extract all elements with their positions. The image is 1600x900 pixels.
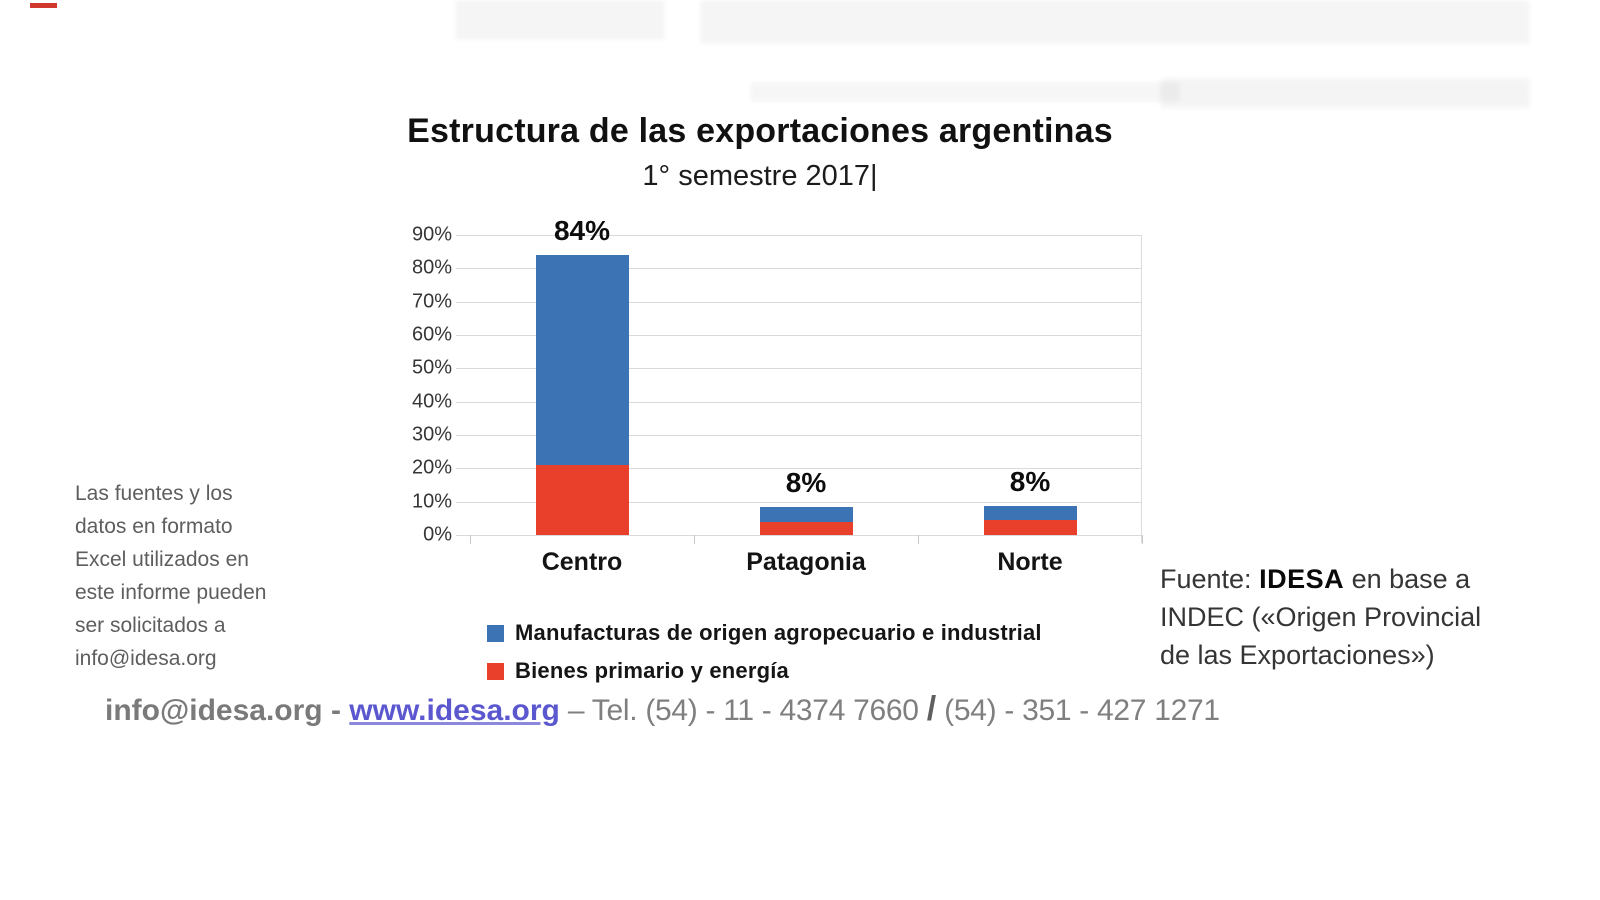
legend-label: Manufacturas de origen agropecuario e in…	[515, 620, 1042, 645]
y-tick-label: 80%	[411, 256, 452, 279]
y-tick-label: 50%	[411, 356, 452, 379]
y-tick-label: 60%	[411, 323, 452, 346]
y-tick-label: 90%	[411, 223, 452, 246]
bar-segment	[759, 521, 853, 535]
ghost-artifact	[750, 82, 1180, 102]
bar-segment	[983, 505, 1077, 520]
y-tick-label: 10%	[411, 490, 452, 513]
chart-subtitle: 1° semestre 2017|	[642, 160, 878, 192]
side-note: Las fuentes y los datos en formato Excel u…	[75, 477, 325, 675]
y-tick-label: 30%	[411, 423, 452, 446]
bar-value-label: 8%	[1009, 465, 1051, 497]
x-axis-tick	[918, 535, 919, 544]
x-category-label: Patagonia	[746, 548, 866, 576]
legend-item: Manufacturas de origen agropecuario e in…	[487, 614, 1042, 652]
gridline	[456, 535, 1142, 536]
footer: info@idesa.org - www.idesa.org – Tel. (5…	[105, 690, 1555, 729]
text-cursor: |	[870, 160, 878, 192]
plot-area: 84% 8% 8%	[456, 215, 1143, 544]
legend-swatch-icon	[487, 624, 504, 642]
footer-tel-2: (54) - 351 - 427 1271	[936, 694, 1220, 727]
ghost-artifact	[1160, 78, 1530, 108]
bar-segment	[983, 520, 1077, 535]
source-prefix: Fuente:	[1160, 564, 1260, 594]
gridline	[456, 501, 1142, 503]
x-axis: Centro Patagonia Norte	[470, 548, 1142, 582]
y-axis: 0% 10% 20% 30% 40% 50% 60% 70% 80% 90%	[380, 224, 452, 546]
ghost-artifact	[455, 0, 665, 40]
chart-title: Estructura de las exportaciones argentin…	[407, 112, 1113, 150]
gridline	[456, 468, 1142, 470]
side-note-line: Excel utilizados en	[75, 548, 249, 571]
chart-legend: Manufacturas de origen agropecuario e in…	[487, 614, 1042, 690]
bar-norte	[983, 505, 1077, 535]
bar-centro	[535, 255, 629, 535]
bar-segment	[759, 506, 853, 522]
x-category-label: Norte	[997, 548, 1063, 576]
gridline	[456, 401, 1142, 403]
footer-slash: /	[926, 690, 937, 728]
y-tick-label: 40%	[411, 390, 452, 413]
gridline	[456, 268, 1142, 270]
footer-separator: -	[322, 694, 350, 727]
bar-segment	[535, 255, 629, 465]
source-note: Fuente: IDESA en base a INDEC («Origen P…	[1160, 560, 1512, 674]
plot-right-border	[1141, 235, 1142, 543]
side-note-line: ser solicitados a	[75, 614, 226, 637]
gridline	[456, 301, 1142, 303]
x-category-label: Centro	[541, 548, 623, 576]
footer-tel-1: – Tel. (54) - 11 - 4374 7660	[559, 694, 927, 727]
y-tick-label: 20%	[411, 456, 452, 479]
legend-swatch-icon	[487, 662, 504, 680]
source-suffix: en base a INDEC («Origen Provincial de l…	[1160, 564, 1482, 670]
bar-patagonia	[759, 506, 853, 535]
red-marker	[30, 3, 57, 8]
side-note-line: datos en formato	[75, 515, 233, 538]
x-axis-tick	[1142, 535, 1143, 544]
x-axis-tick	[470, 535, 471, 544]
footer-website-link[interactable]: www.idesa.org	[349, 694, 560, 727]
footer-email: info@idesa.org	[105, 694, 323, 727]
gridline	[456, 368, 1142, 370]
gridline	[456, 435, 1142, 436]
side-note-line: Las fuentes y los	[75, 482, 233, 505]
x-axis-tick	[694, 535, 695, 544]
side-note-line: info@idesa.org	[75, 647, 217, 670]
y-tick-label: 70%	[411, 290, 452, 313]
gridline	[456, 335, 1142, 336]
bar-segment	[535, 465, 629, 535]
y-tick-label: 0%	[423, 523, 452, 546]
bar-value-label: 8%	[785, 466, 827, 498]
side-note-line: este informe pueden	[75, 581, 267, 604]
source-org: IDESA	[1259, 564, 1345, 594]
gridline	[456, 235, 1142, 236]
legend-label: Bienes primario y energía	[515, 658, 789, 683]
bar-value-label: 84%	[553, 215, 611, 246]
ghost-artifact	[700, 0, 1530, 44]
legend-item: Bienes primario y energía	[487, 652, 1042, 690]
